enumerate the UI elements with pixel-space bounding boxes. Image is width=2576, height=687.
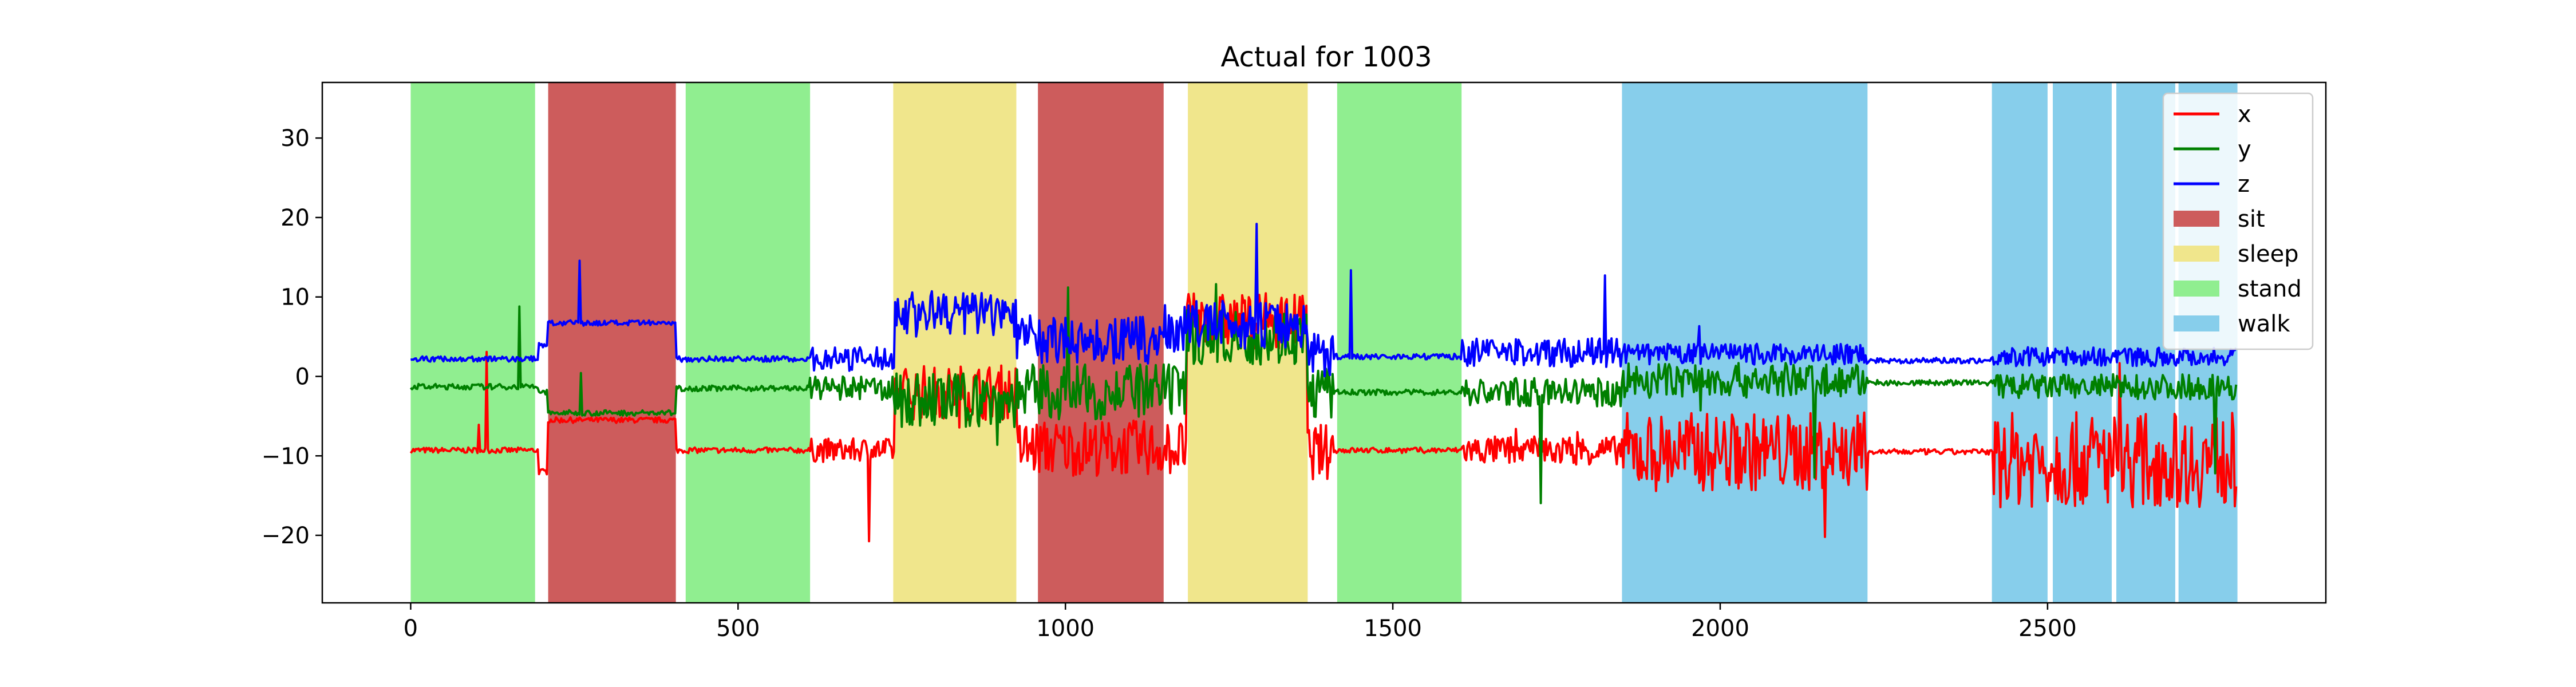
x-axis: 0 500 1000 1500 2000 2500 <box>404 603 2077 642</box>
legend-swatch-sleep <box>2174 246 2219 262</box>
y-tick-label: 10 <box>280 285 310 311</box>
y-tick-label: 30 <box>280 125 310 152</box>
legend-swatch-sit <box>2174 211 2219 227</box>
span-walk-8 <box>1992 82 2048 603</box>
chart-title: Actual for 1003 <box>1220 41 1432 73</box>
x-tick-label: 500 <box>716 615 760 642</box>
x-tick-label: 1500 <box>1364 615 1422 642</box>
series-x-line <box>409 292 2238 543</box>
y-tick-label: −10 <box>262 443 310 469</box>
span-stand-6 <box>1337 82 1462 603</box>
x-tick-label: 2500 <box>2018 615 2077 642</box>
span-stand-2 <box>685 82 811 603</box>
legend-label-sleep: sleep <box>2238 241 2299 267</box>
legend-label-y: y <box>2238 136 2251 163</box>
plot-frame <box>321 81 2327 604</box>
span-stand-0 <box>410 82 535 603</box>
legend-label-stand: stand <box>2238 276 2302 302</box>
span-walk-7 <box>1622 82 1868 603</box>
span-walk-9 <box>2053 82 2112 603</box>
legend: xyz sit sleep stand walk <box>2162 92 2314 350</box>
x-tick-label: 1000 <box>1036 615 1095 642</box>
span-sit-1 <box>548 82 676 603</box>
legend-label-walk: walk <box>2238 311 2290 337</box>
legend-swatch-walk <box>2174 315 2219 331</box>
y-tick-label: 0 <box>295 364 310 390</box>
x-tick-label: 0 <box>404 615 418 642</box>
legend-label-z: z <box>2238 171 2250 198</box>
legend-label-sit: sit <box>2238 206 2265 232</box>
series-y-line <box>409 283 2238 504</box>
span-sleep-3 <box>893 82 1017 603</box>
activity-spans <box>410 82 2238 603</box>
y-axis: −20 −10 0 10 20 30 <box>262 125 322 549</box>
y-tick-label: −20 <box>262 523 310 549</box>
legend-label-x: x <box>2238 101 2251 128</box>
x-tick-label: 2000 <box>1691 615 1749 642</box>
series-lines <box>409 223 2238 543</box>
series-z-line <box>410 223 2238 378</box>
y-tick-label: 20 <box>280 205 310 231</box>
legend-swatch-stand <box>2174 281 2219 297</box>
